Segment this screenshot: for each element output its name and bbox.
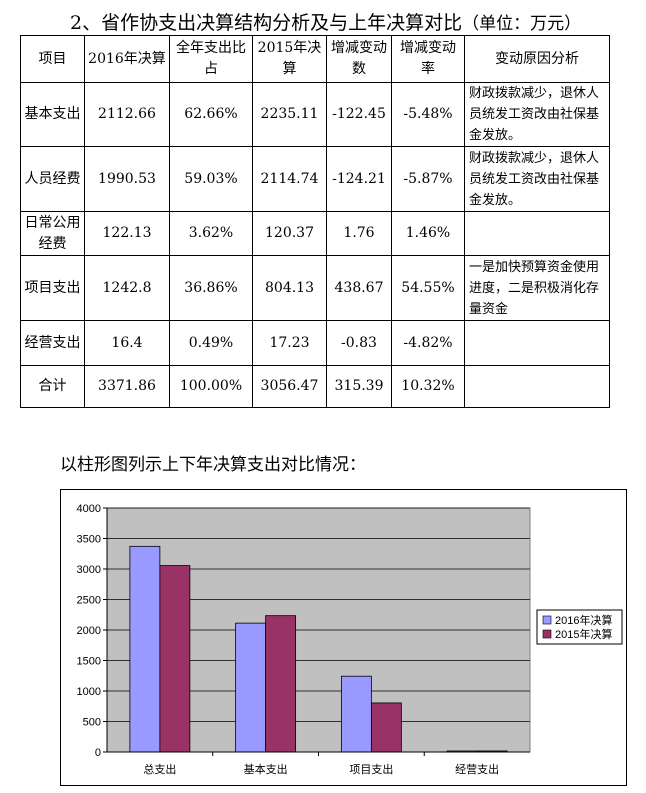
cell-change: 438.67	[326, 255, 392, 321]
cell-reason	[464, 365, 610, 408]
cell-reason	[464, 320, 610, 366]
legend-swatch	[542, 629, 552, 639]
table-row: 合计 3371.86 100.00% 3056.47 315.39 10.32%	[20, 365, 610, 408]
cell-rate: -5.48%	[391, 82, 465, 147]
section-title-text: 2、省作协支出决算结构分析及与上年决算对比	[70, 12, 463, 34]
legend-swatch	[542, 615, 552, 625]
cell-rate: -4.82%	[391, 320, 465, 366]
bar	[129, 545, 161, 753]
cell-share: 59.03%	[169, 146, 253, 212]
table-row: 基本支出 2112.66 62.66% 2235.11 -122.45 -5.4…	[20, 82, 610, 147]
cell-2015: 120.37	[252, 211, 327, 256]
cell-change: 1.76	[326, 211, 392, 256]
cell-share: 100.00%	[169, 365, 253, 408]
header-share: 全年支出比占	[169, 35, 253, 83]
cell-item: 基本支出	[20, 82, 85, 147]
cell-reason: 财政拨款减少，退休人员统发工资改由社保基金发放。	[464, 146, 610, 212]
cell-share: 3.62%	[169, 211, 253, 256]
cell-rate: 1.46%	[391, 211, 465, 256]
table-row: 日常公用经费 122.13 3.62% 120.37 1.76 1.46%	[20, 211, 610, 256]
header-item: 项目	[20, 35, 85, 83]
cell-change: -122.45	[326, 82, 392, 147]
cell-reason	[464, 211, 610, 256]
cell-change: 315.39	[326, 365, 392, 408]
x-tick-label: 总支出	[143, 762, 176, 776]
cell-item: 项目支出	[20, 255, 85, 321]
cell-reason: 财政拨款减少，退休人员统发工资改由社保基金发放。	[464, 82, 610, 147]
y-tick-label: 1000	[77, 686, 101, 698]
header-change: 增减变动数	[326, 35, 392, 83]
cell-rate: -5.87%	[391, 146, 465, 212]
header-reason: 变动原因分析	[464, 35, 610, 83]
cell-share: 62.66%	[169, 82, 253, 147]
section-title: 2、省作协支出决算结构分析及与上年决算对比（单位：万元）	[70, 8, 581, 35]
cell-2016: 1990.53	[84, 146, 170, 212]
x-tick-label: 基本支出	[244, 762, 288, 776]
cell-item: 人员经费	[20, 146, 85, 212]
cell-2015: 17.23	[252, 320, 327, 366]
y-tick-label: 2500	[77, 595, 101, 607]
cell-item: 日常公用经费	[20, 211, 85, 256]
cell-2016: 3371.86	[84, 365, 170, 408]
bar	[340, 675, 372, 753]
unit-note: （单位：万元）	[462, 14, 582, 34]
cell-2016: 1242.8	[84, 255, 170, 321]
cell-2016: 2112.66	[84, 82, 170, 147]
budget-table: 项目 2016年决算 全年支出比占 2015年决算 增减变动数 增减变动率 变动…	[20, 35, 610, 408]
bar	[370, 702, 402, 753]
cell-rate: 10.32%	[391, 365, 465, 408]
x-tick-label: 经营支出	[455, 762, 499, 776]
header-2016: 2016年决算	[84, 35, 170, 83]
chart-caption: 以柱形图列示上下年决算支出对比情况：	[60, 455, 366, 475]
cell-share: 0.49%	[169, 320, 253, 366]
cell-item: 经营支出	[20, 320, 85, 366]
legend-label: 2015年决算	[555, 627, 612, 641]
bar	[235, 622, 267, 753]
header-rate: 增减变动率	[391, 35, 465, 83]
x-tick-label: 项目支出	[349, 762, 393, 776]
table-row: 经营支出 16.4 0.49% 17.23 -0.83 -4.82%	[20, 320, 610, 366]
cell-2015: 804.13	[252, 255, 327, 321]
cell-item: 合计	[20, 365, 85, 408]
cell-2016: 122.13	[84, 211, 170, 256]
legend-box	[536, 609, 623, 645]
cell-change: -0.83	[326, 320, 392, 366]
bar	[265, 615, 297, 753]
y-tick-label: 3500	[77, 534, 101, 546]
table-row: 人员经费 1990.53 59.03% 2114.74 -124.21 -5.8…	[20, 146, 610, 212]
cell-rate: 54.55%	[391, 255, 465, 321]
table-row: 项目支出 1242.8 36.86% 804.13 438.67 54.55% …	[20, 255, 610, 321]
y-tick-label: 3000	[77, 564, 101, 576]
cell-2015: 2114.74	[252, 146, 327, 212]
bar-chart: 0 500 1000 1500 2000 2500 3000 3500 4000 总支出 基本支出 项…	[60, 489, 627, 786]
y-tick-label: 2000	[77, 625, 101, 637]
y-tick-label: 4000	[77, 503, 101, 515]
cell-2015: 3056.47	[252, 365, 327, 408]
y-tick-label: 500	[83, 717, 101, 729]
legend-label: 2016年决算	[555, 613, 612, 627]
cell-change: -124.21	[326, 146, 392, 212]
cell-2016: 16.4	[84, 320, 170, 366]
header-2015: 2015年决算	[252, 35, 327, 83]
cell-reason: 一是加快预算资金使用进度，二是积极消化存量资金	[464, 255, 610, 321]
cell-share: 36.86%	[169, 255, 253, 321]
cell-2015: 2235.11	[252, 82, 327, 147]
y-tick-label: 1500	[77, 656, 101, 668]
y-tick-label: 0	[95, 747, 101, 759]
table-header-row: 项目 2016年决算 全年支出比占 2015年决算 增减变动数 增减变动率 变动…	[20, 35, 610, 83]
bar	[159, 565, 191, 753]
